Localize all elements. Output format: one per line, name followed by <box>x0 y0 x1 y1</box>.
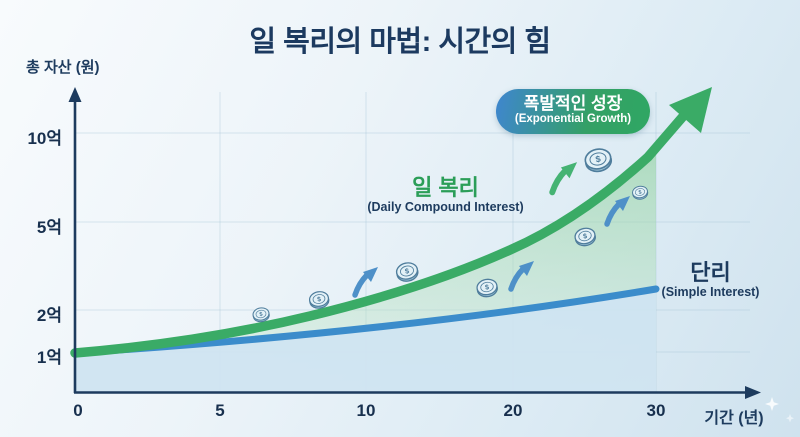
exponential-growth-badge: 폭발적인 성장 (Exponential Growth) <box>496 89 650 146</box>
x-tick-0: 0 <box>73 401 83 420</box>
x-tick-5: 5 <box>215 401 225 420</box>
x-tick-20: 20 <box>503 401 523 420</box>
mini-growth-arrow-green <box>552 162 577 192</box>
simple-label-english: (Simple Interest) <box>661 285 760 299</box>
sparkle-decorations <box>765 397 794 423</box>
x-axis-arrowhead <box>745 386 761 399</box>
y-axis-title: 총 자산 (원) <box>26 59 100 76</box>
badge-subtitle: (Exponential Growth) <box>514 113 632 125</box>
coin-icon <box>394 260 421 284</box>
y-tick-5eok: 5억 <box>36 218 62 237</box>
simple-area-fill <box>75 289 656 392</box>
axes <box>73 99 747 394</box>
compound-interest-curve <box>70 108 691 358</box>
simple-series-label: 단리 (Simple Interest) <box>628 261 793 300</box>
y-tick-2eok: 2억 <box>36 306 62 325</box>
simple-label-korean: 단리 <box>690 260 731 285</box>
x-tick-10: 10 <box>356 401 376 420</box>
coin-icon <box>582 145 614 175</box>
x-tick-30: 30 <box>646 401 666 420</box>
y-tick-1eok: 1억 <box>36 348 62 367</box>
page-title: 일 복리의 마법: 시간의 힘 <box>249 26 551 58</box>
x-axis-title: 기간 (년) <box>704 410 764 427</box>
coin-icon <box>251 306 271 324</box>
badge-title: 폭발적인 성장 <box>523 94 623 113</box>
y-axis-arrowhead <box>68 87 82 102</box>
coin-icon <box>307 289 331 311</box>
compound-label-english: (Daily Compound Interest) <box>367 200 524 214</box>
compound-series-label: 일 복리 (Daily Compound Interest) <box>358 176 533 215</box>
compound-label-korean: 일 복리 <box>412 175 479 200</box>
y-tick-10eok: 10억 <box>27 129 62 148</box>
big-growth-arrowhead <box>669 87 712 133</box>
